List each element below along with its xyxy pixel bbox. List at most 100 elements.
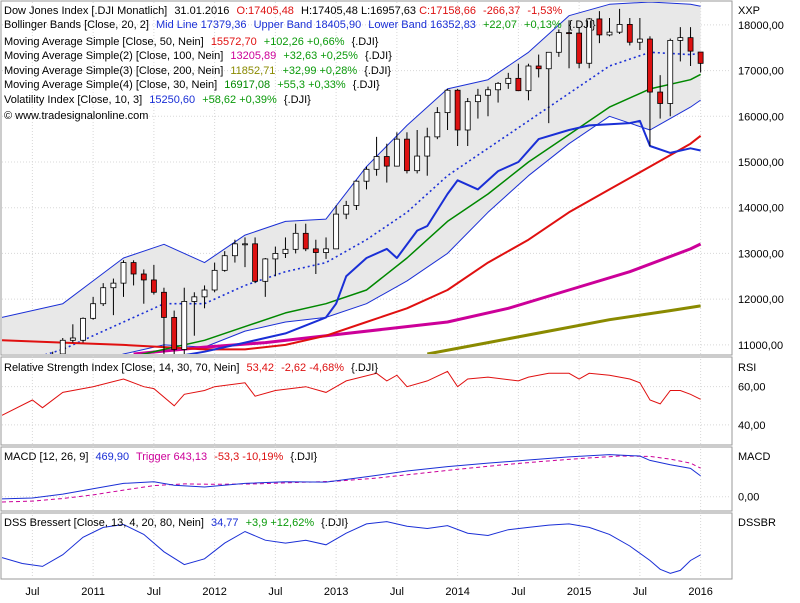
candle-body	[373, 156, 380, 170]
legend-vix: Volatility Index [Close, 10, 3] 15250,60…	[4, 94, 311, 106]
candle	[434, 107, 441, 140]
candle-body	[161, 291, 167, 318]
candle-body	[657, 91, 664, 104]
candle	[464, 98, 471, 146]
candle-body	[464, 101, 471, 131]
candle	[181, 287, 188, 354]
candle-body	[485, 89, 491, 96]
candle-body	[475, 94, 481, 103]
candle-body	[69, 337, 76, 341]
candle	[576, 27, 583, 69]
candle	[495, 82, 501, 103]
legend-ma1-sym: {.DJI}	[352, 36, 379, 48]
candle-body	[626, 23, 633, 43]
candle-body	[333, 213, 340, 250]
legend-bollinger-mid: Mid Line 17379,36	[156, 19, 247, 31]
candle	[120, 260, 127, 297]
rsi-legend-sym: {.DJI}	[351, 362, 378, 374]
candle	[343, 200, 350, 220]
candle	[667, 38, 674, 117]
candle	[130, 260, 137, 286]
y-tick-label: 12000,00	[738, 294, 784, 306]
candle	[90, 296, 97, 320]
candle-body	[505, 77, 512, 84]
candle	[272, 246, 279, 277]
candle-body	[312, 248, 319, 253]
legend-ma3-value: 11852,71	[230, 65, 275, 77]
candle-body	[201, 289, 208, 298]
candle-body	[555, 32, 562, 53]
legend-line-1: Dow Jones Index [.DJI Monatlich] 31.01.2…	[4, 5, 562, 17]
candle-body	[110, 282, 117, 289]
candle	[475, 88, 481, 119]
y-tick-label: 15000,00	[738, 157, 784, 169]
candle	[262, 258, 269, 297]
candle	[150, 264, 157, 295]
candle-body	[667, 40, 674, 104]
candle	[312, 239, 319, 274]
x-tick-label: 2016	[688, 586, 712, 598]
dss-legend-chg: +3,9 +12,62%	[246, 517, 315, 529]
y-tick-label: 17000,00	[738, 66, 784, 78]
y-tick-label: 14000,00	[738, 203, 784, 215]
candle-body	[292, 232, 299, 250]
y-tick-label: 18000,00	[738, 20, 784, 32]
legend-ma2-value: 13205,89	[230, 50, 276, 62]
legend-bollinger-pct: +0,13%	[524, 19, 562, 31]
ma30-line	[140, 73, 701, 354]
ma100-line	[133, 242, 702, 354]
legend-bollinger: Bollinger Bands [Close, 20, 2] Mid Line …	[4, 19, 596, 31]
candle-body	[59, 339, 66, 354]
candle	[191, 292, 198, 336]
legend-ma3: Moving Average Simple(3) [Close, 200, Ne…	[4, 65, 391, 77]
rsi-tick-label: 60,00	[738, 382, 766, 394]
candle	[242, 237, 248, 268]
candle	[414, 130, 421, 174]
legend-vix-name: Volatility Index [Close, 10, 3]	[4, 94, 142, 106]
x-tick-label: Jul	[25, 586, 39, 598]
candle-body	[515, 77, 522, 92]
y-tick-label: 11000,00	[738, 340, 783, 352]
candle	[232, 239, 238, 263]
candle	[596, 11, 603, 44]
candle-body	[100, 287, 107, 305]
candle-body	[383, 156, 390, 167]
candle-body	[444, 89, 451, 114]
candle	[383, 143, 390, 183]
rsi-line	[2, 370, 701, 416]
legend-open: O:17405,48	[236, 5, 294, 17]
x-tick-label: 2013	[324, 586, 348, 598]
candle-body	[414, 155, 421, 172]
dss-legend-sym: {.DJI}	[321, 517, 348, 529]
legend-high: H:17405,48	[301, 5, 358, 17]
candle-body	[434, 112, 441, 138]
y-tick-label: 16000,00	[738, 111, 784, 123]
legend-ma4-chg: +55,3 +0,33%	[277, 79, 346, 91]
legend-ma3-sym: {.DJI}	[364, 65, 391, 77]
candle-body	[323, 248, 329, 253]
candle-body	[242, 243, 248, 246]
candle	[302, 223, 309, 252]
candle-body	[140, 273, 147, 281]
candle	[647, 36, 653, 146]
candle-body	[191, 296, 198, 302]
macd-legend-sym: {.DJI}	[290, 451, 317, 463]
legend-ma3-name: Moving Average Simple(3) [Close, 200, Ne…	[4, 65, 223, 77]
macd-line	[2, 454, 701, 500]
legend-ma1-value: 15572,70	[211, 36, 257, 48]
candle	[211, 262, 218, 293]
candle-body	[687, 37, 694, 52]
x-tick-label: 2014	[445, 586, 469, 598]
candle	[444, 88, 451, 130]
macd-legend-chg: -53,3 -10,19%	[214, 451, 283, 463]
candle-body	[454, 89, 461, 131]
legend-bollinger-name: Bollinger Bands [Close, 20, 2]	[4, 19, 149, 31]
macd-trigger-line	[2, 455, 701, 503]
candle	[292, 223, 299, 254]
candle	[586, 18, 593, 69]
legend-low: L:16957,63	[361, 5, 416, 17]
y-tick-label: 13000,00	[738, 248, 784, 260]
candle	[110, 278, 117, 316]
candle	[404, 132, 410, 174]
